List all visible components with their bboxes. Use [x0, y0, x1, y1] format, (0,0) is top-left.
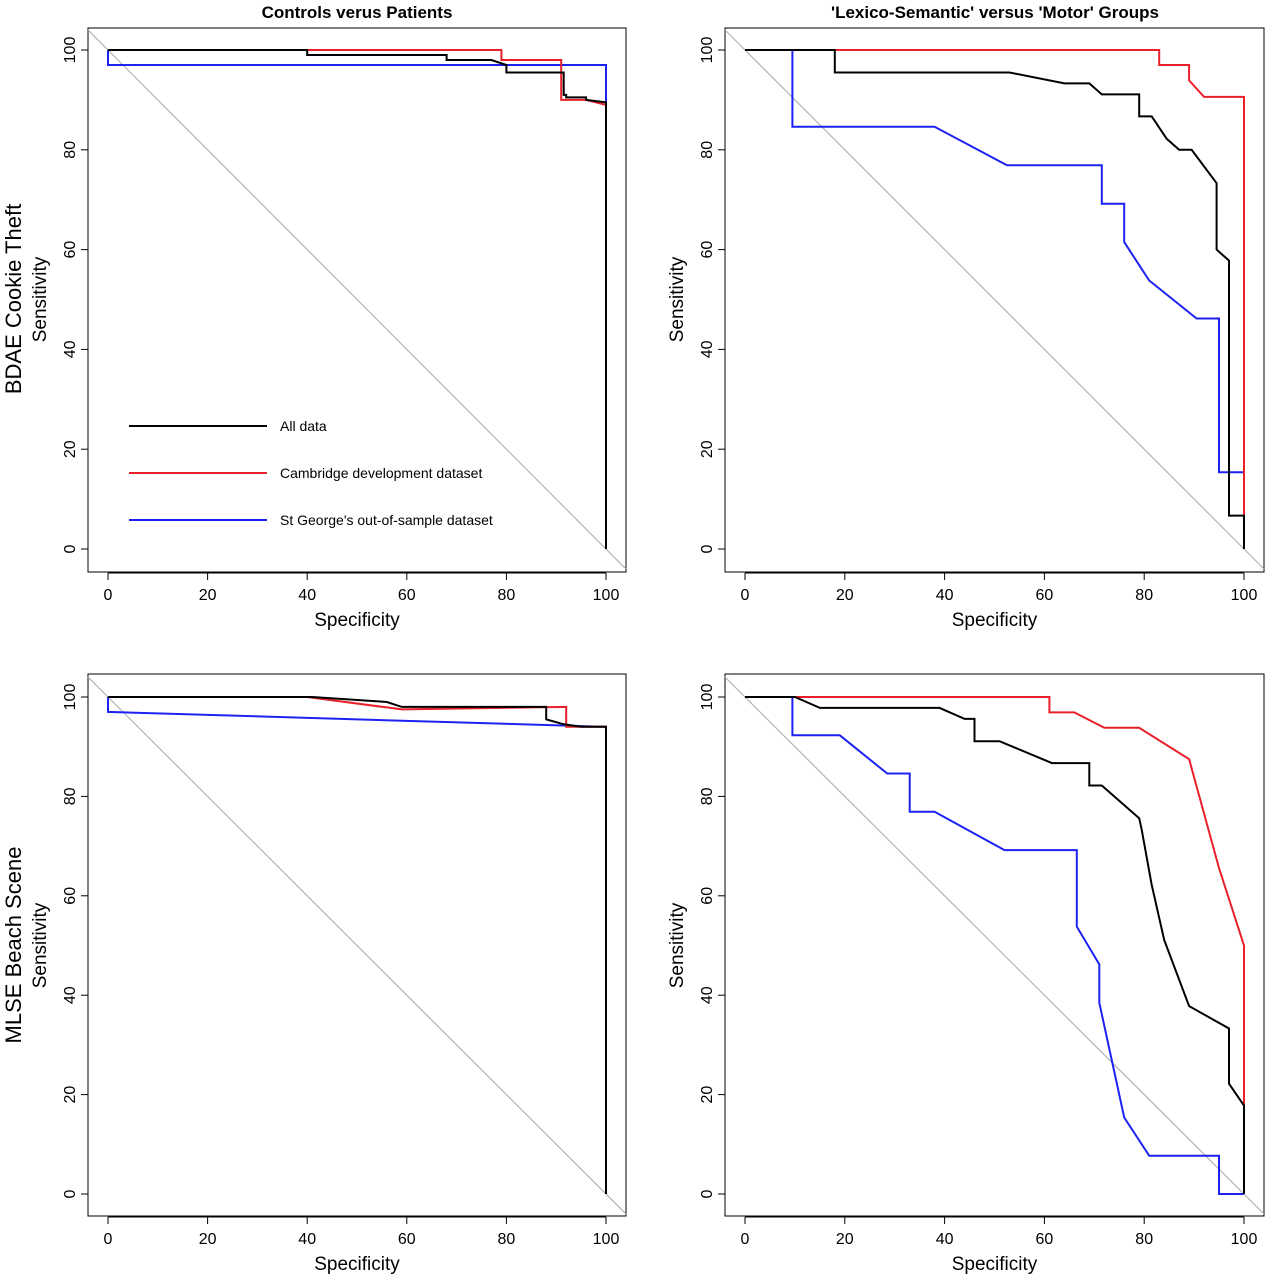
roc-panel-1: 0 20 40 60 80 100 Specificity 0 20 40 60 80 100 Sensi… [30, 27, 627, 631]
roc-panel-3: 0 20 40 60 80 100 Specificity 0 20 40 60 80 100 Sensi… [30, 673, 627, 1275]
x-tick-label: 80 [1135, 1231, 1153, 1248]
y-tick-label: 40 [62, 986, 79, 1004]
roc-curve-cambridge-development-dataset [745, 696, 1245, 1194]
reference-diagonal [87, 676, 627, 1215]
roc-curve-st-george-s-out-of-sample-dataset [745, 696, 1244, 1195]
x-axis-title: Specificity [314, 610, 400, 631]
x-tick-label: 100 [1231, 587, 1258, 604]
roc-curve-cambridge-development-dataset [108, 49, 607, 549]
y-tick-label: 20 [699, 1086, 716, 1104]
x-axis: 0 20 40 60 80 100 Specificity [104, 572, 620, 631]
y-tick-label: 80 [699, 141, 716, 159]
roc-curve-all-data [745, 49, 1245, 549]
x-axis-title: Specificity [952, 610, 1038, 631]
x-tick-label: 40 [936, 1231, 954, 1248]
x-tick-label: 100 [1231, 1231, 1258, 1248]
x-axis: 0 20 40 60 80 100 Specificity [741, 572, 1258, 631]
x-tick-label: 20 [199, 1231, 217, 1248]
x-tick-label: 40 [298, 1231, 316, 1248]
x-tick-label: 60 [398, 1231, 416, 1248]
panels: 0 20 40 60 80 100 Specificity 0 20 40 60 80 100 Sensi… [30, 27, 1265, 1275]
x-tick-label: 80 [498, 1231, 516, 1248]
y-tick-label: 100 [62, 684, 79, 711]
y-tick-label: 0 [62, 544, 79, 553]
y-axis: 0 20 40 60 80 100 Sensitivity [30, 684, 89, 1198]
y-axis-title: Sensitivity [30, 902, 51, 988]
y-tick-label: 40 [699, 340, 716, 358]
y-axis-title: Sensitivity [667, 902, 688, 988]
x-axis-title: Specificity [314, 1254, 400, 1275]
roc-curve-all-data [745, 696, 1245, 1194]
column-title-lexico-semantic-vs-motor: 'Lexico-Semantic' versus 'Motor' Groups [831, 3, 1159, 22]
x-tick-label: 60 [1036, 1231, 1054, 1248]
y-tick-label: 20 [699, 440, 716, 458]
x-tick-label: 0 [741, 587, 750, 604]
y-tick-label: 100 [699, 37, 716, 64]
column-titles: Controls verus Patients 'Lexico-Semantic… [262, 3, 1159, 22]
x-tick-label: 20 [199, 587, 217, 604]
x-tick-label: 60 [1036, 587, 1054, 604]
y-tick-label: 20 [62, 440, 79, 458]
y-tick-label: 40 [62, 340, 79, 358]
row-labels: BDAE Cookie Theft MLSE Beach Scene [1, 204, 26, 1044]
y-tick-label: 0 [699, 544, 716, 553]
y-axis-title: Sensitivity [30, 256, 51, 342]
y-tick-label: 80 [699, 787, 716, 805]
roc-panel-2: 0 20 40 60 80 100 Specificity 0 20 40 60 80 100 Sensi… [667, 27, 1265, 631]
x-tick-label: 40 [298, 587, 316, 604]
x-tick-label: 0 [104, 1231, 113, 1248]
row-label-mlse-beach-scene: MLSE Beach Scene [1, 847, 26, 1044]
x-axis: 0 20 40 60 80 100 Specificity [741, 1216, 1258, 1275]
y-axis: 0 20 40 60 80 100 Sensitivity [30, 37, 89, 553]
x-tick-label: 20 [836, 587, 854, 604]
x-axis: 0 20 40 60 80 100 Specificity [104, 1216, 620, 1275]
x-tick-label: 40 [936, 587, 954, 604]
x-tick-label: 100 [593, 587, 620, 604]
legend-label: St George's out-of-sample dataset [280, 512, 493, 528]
legend-item: Cambridge development dataset [129, 465, 482, 481]
x-axis-title: Specificity [952, 1254, 1038, 1275]
x-tick-label: 20 [836, 1231, 854, 1248]
row-label-bdae-cookie-theft: BDAE Cookie Theft [1, 204, 26, 394]
roc-curve-cambridge-development-dataset [745, 49, 1245, 549]
roc-curve-all-data [108, 49, 607, 549]
y-tick-label: 80 [62, 787, 79, 805]
y-tick-label: 60 [699, 241, 716, 259]
y-tick-label: 100 [62, 37, 79, 64]
x-tick-label: 60 [398, 587, 416, 604]
y-axis-title: Sensitivity [667, 256, 688, 342]
y-tick-label: 60 [62, 241, 79, 259]
y-tick-label: 80 [62, 141, 79, 159]
roc-curve-st-george-s-out-of-sample-dataset [745, 49, 1245, 549]
y-tick-label: 0 [699, 1189, 716, 1198]
reference-diagonal [87, 29, 627, 570]
y-tick-label: 40 [699, 986, 716, 1004]
legend-item: St George's out-of-sample dataset [129, 512, 493, 528]
y-axis: 0 20 40 60 80 100 Sensitivity [667, 37, 726, 553]
x-tick-label: 80 [498, 587, 516, 604]
y-axis: 0 20 40 60 80 100 Sensitivity [667, 684, 726, 1198]
column-title-controls-vs-patients: Controls verus Patients [262, 3, 453, 22]
y-tick-label: 0 [62, 1189, 79, 1198]
x-tick-label: 100 [593, 1231, 620, 1248]
y-tick-label: 60 [62, 887, 79, 905]
roc-panel-4: 0 20 40 60 80 100 Specificity 0 20 40 60 80 100 Sensi… [667, 673, 1265, 1275]
legend-label: All data [280, 418, 327, 434]
roc-curve-all-data [108, 696, 607, 1194]
x-tick-label: 80 [1135, 587, 1153, 604]
x-tick-label: 0 [104, 587, 113, 604]
y-tick-label: 60 [699, 887, 716, 905]
x-tick-label: 0 [741, 1231, 750, 1248]
legend-item: All data [129, 418, 327, 434]
legend: All data Cambridge development dataset St … [129, 418, 493, 528]
y-tick-label: 100 [699, 684, 716, 711]
legend-label: Cambridge development dataset [280, 465, 482, 481]
y-tick-label: 20 [62, 1086, 79, 1104]
reference-diagonal [724, 29, 1265, 570]
reference-diagonal [724, 676, 1265, 1215]
